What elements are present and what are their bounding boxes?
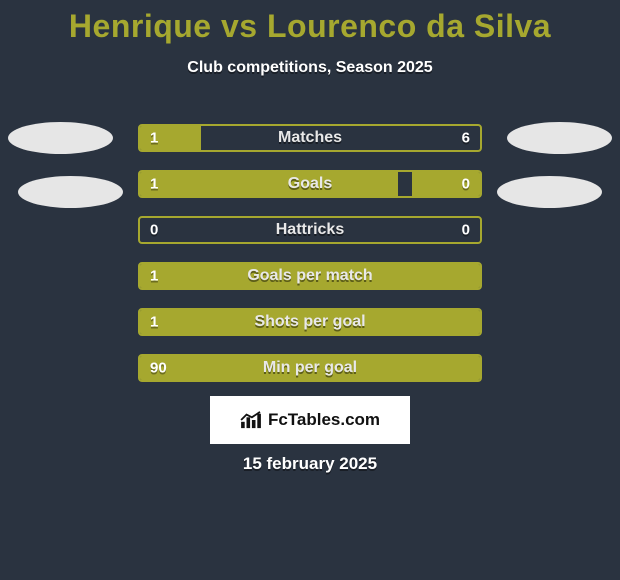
stat-row-goals: 1 Goals 0 xyxy=(138,170,482,198)
stat-value-right: 0 xyxy=(462,176,470,193)
stat-value-right: 6 xyxy=(462,130,470,147)
stat-value-left: 90 xyxy=(150,360,167,377)
player-badge-left-1 xyxy=(8,122,113,154)
stat-value-left: 1 xyxy=(150,314,158,331)
brand-box: FcTables.com xyxy=(210,396,410,444)
stat-fill-left xyxy=(140,172,398,196)
stat-fill-left xyxy=(140,356,480,380)
player-badge-left-2 xyxy=(18,176,123,208)
subtitle: Club competitions, Season 2025 xyxy=(0,59,620,77)
stat-value-left: 1 xyxy=(150,130,158,147)
stat-row-min-per-goal: 90 Min per goal xyxy=(138,354,482,382)
player-badge-right-1 xyxy=(507,122,612,154)
player-badge-right-2 xyxy=(497,176,602,208)
stat-value-left: 1 xyxy=(150,176,158,193)
stats-container: 1 Matches 6 1 Goals 0 0 Hattricks 0 1 Go… xyxy=(138,124,482,400)
brand-label: FcTables.com xyxy=(268,410,380,430)
page-title: Henrique vs Lourenco da Silva xyxy=(0,0,620,45)
stat-label: Hattricks xyxy=(140,221,480,239)
stat-fill-left xyxy=(140,310,480,334)
chart-icon xyxy=(240,411,262,429)
stat-row-matches: 1 Matches 6 xyxy=(138,124,482,152)
stat-row-hattricks: 0 Hattricks 0 xyxy=(138,216,482,244)
stat-row-goals-per-match: 1 Goals per match xyxy=(138,262,482,290)
stat-value-left: 0 xyxy=(150,222,158,239)
stat-value-left: 1 xyxy=(150,268,158,285)
date-label: 15 february 2025 xyxy=(0,454,620,474)
stat-fill-left xyxy=(140,264,480,288)
stat-value-right: 0 xyxy=(462,222,470,239)
stat-row-shots-per-goal: 1 Shots per goal xyxy=(138,308,482,336)
